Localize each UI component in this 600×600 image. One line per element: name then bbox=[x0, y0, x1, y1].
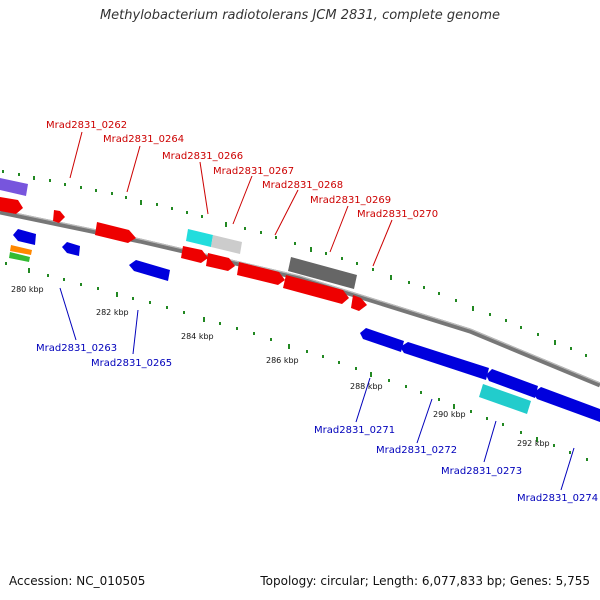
gene-label-0272[interactable]: Mrad2831_0272 bbox=[376, 445, 457, 456]
gene-label-0274[interactable]: Mrad2831_0274 bbox=[517, 493, 598, 504]
reverse-label-leaders bbox=[59, 287, 575, 491]
scale-label-290: 290 kbp bbox=[433, 410, 466, 419]
gene-label-0269[interactable]: Mrad2831_0269 bbox=[310, 195, 391, 206]
gene-label-0264[interactable]: Mrad2831_0264 bbox=[103, 134, 184, 145]
gene-feature-0270[interactable] bbox=[351, 295, 367, 311]
gene-feature-0273[interactable] bbox=[479, 384, 531, 414]
gene-feature-0268[interactable] bbox=[237, 262, 285, 285]
gene-feature-0264[interactable] bbox=[53, 210, 65, 223]
gene-label-0270[interactable]: Mrad2831_0270 bbox=[357, 209, 438, 220]
topology-label: Topology: circular; Length: 6,077,833 bp… bbox=[260, 574, 590, 588]
reverse-tick-track bbox=[5, 262, 588, 461]
gene-feature-0265[interactable] bbox=[129, 260, 170, 281]
gene-label-0267[interactable]: Mrad2831_0267 bbox=[213, 166, 294, 177]
gene-feature-orange[interactable] bbox=[10, 245, 32, 255]
gene-feature-0262[interactable] bbox=[0, 197, 23, 214]
gene-feature-left-blue[interactable] bbox=[13, 229, 36, 245]
scale-label-282: 282 kbp bbox=[96, 308, 129, 317]
scale-labels: 280 kbp 282 kbp 284 kbp 286 kbp 288 kbp … bbox=[11, 285, 550, 448]
reverse-gene-labels: Mrad2831_0263 Mrad2831_0265 Mrad2831_027… bbox=[36, 343, 598, 504]
gene-feature-0263[interactable] bbox=[62, 242, 80, 256]
scale-label-288: 288 kbp bbox=[350, 382, 383, 391]
gene-feature-green[interactable] bbox=[9, 252, 30, 262]
forward-tick-track bbox=[2, 170, 587, 357]
gene-feature-0269[interactable] bbox=[283, 275, 349, 304]
gene-feature-0266[interactable] bbox=[95, 222, 136, 243]
forward-gene-labels: Mrad2831_0262 Mrad2831_0264 Mrad2831_026… bbox=[46, 120, 438, 220]
forward-genes bbox=[0, 178, 367, 311]
genome-title: Methylobacterium radiotolerans JCM 2831,… bbox=[99, 8, 501, 23]
gene-label-0273[interactable]: Mrad2831_0273 bbox=[441, 466, 522, 477]
gene-label-0268[interactable]: Mrad2831_0268 bbox=[262, 180, 343, 191]
gene-label-0263[interactable]: Mrad2831_0263 bbox=[36, 343, 117, 354]
gene-feature-0274[interactable] bbox=[533, 387, 600, 422]
reverse-genes bbox=[9, 229, 600, 422]
gene-label-0266[interactable]: Mrad2831_0266 bbox=[162, 151, 243, 162]
scale-label-284: 284 kbp bbox=[181, 332, 214, 341]
scale-label-292: 292 kbp bbox=[517, 439, 550, 448]
gene-label-0262[interactable]: Mrad2831_0262 bbox=[46, 120, 127, 131]
gene-label-0271[interactable]: Mrad2831_0271 bbox=[314, 425, 395, 436]
gene-feature-upper-lightgray[interactable] bbox=[211, 235, 242, 254]
accession-label: Accession: NC_010505 bbox=[9, 574, 146, 588]
gene-feature-0273-blue[interactable] bbox=[486, 369, 538, 398]
gene-label-0265[interactable]: Mrad2831_0265 bbox=[91, 358, 172, 369]
gene-feature-0268a[interactable] bbox=[206, 253, 235, 271]
gene-feature-upper-cyan[interactable] bbox=[186, 229, 213, 247]
gene-feature-0272[interactable] bbox=[400, 342, 489, 380]
scale-label-286: 286 kbp bbox=[266, 356, 299, 365]
forward-label-leaders bbox=[69, 131, 393, 267]
gene-feature-0267[interactable] bbox=[181, 246, 208, 263]
gene-feature-0269-gray[interactable] bbox=[288, 257, 357, 289]
scale-label-280: 280 kbp bbox=[11, 285, 44, 294]
backbone bbox=[0, 209, 600, 388]
gene-feature-purple[interactable] bbox=[0, 178, 28, 196]
gene-feature-0271[interactable] bbox=[360, 328, 404, 352]
